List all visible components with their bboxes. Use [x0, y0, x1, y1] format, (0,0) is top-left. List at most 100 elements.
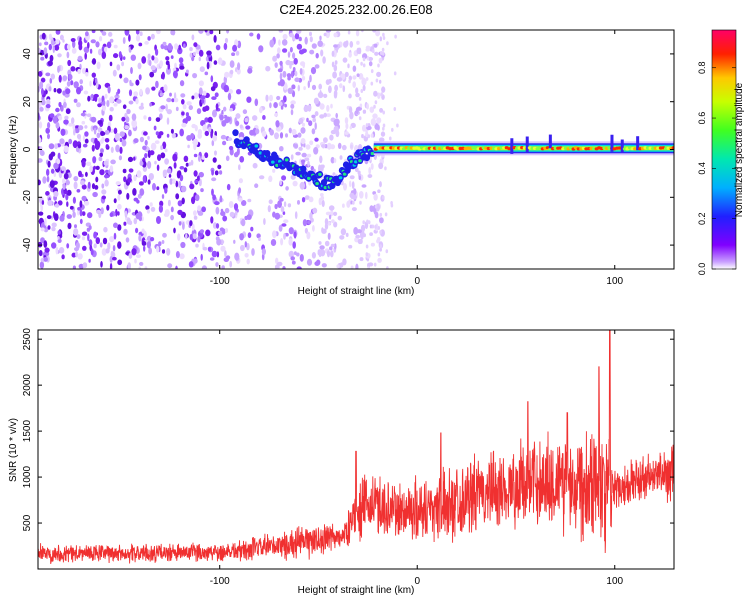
spectral-noise-mark: [127, 129, 132, 137]
spectral-noise-mark: [58, 74, 62, 83]
spectral-noise-mark: [209, 30, 214, 35]
spectral-noise-mark: [290, 256, 296, 261]
spectral-noise-mark: [159, 200, 164, 207]
spectral-noise-mark: [218, 231, 223, 236]
spectral-noise-mark: [103, 226, 108, 233]
spectral-noise-mark: [349, 175, 355, 180]
spectral-noise-mark: [294, 211, 298, 220]
spectral-noise-mark: [224, 250, 227, 258]
spectral-noise-mark: [174, 43, 179, 50]
spectral-noise-mark: [84, 125, 88, 129]
spectral-noise-mark: [65, 88, 71, 95]
spectral-noise-mark: [57, 152, 61, 160]
spectral-noise-mark: [81, 211, 86, 217]
spectral-noise-mark: [119, 73, 123, 79]
chirp-mark: [338, 176, 343, 180]
spectral-noise-mark: [155, 131, 160, 136]
spectral-noise-mark: [147, 135, 150, 140]
spectral-noise-mark: [178, 57, 184, 64]
spectral-noise-mark: [224, 71, 230, 78]
spectral-noise-mark: [258, 45, 264, 53]
spectral-noise-mark: [206, 50, 212, 56]
spectral-noise-mark: [115, 181, 121, 186]
spectral-noise-mark: [347, 30, 351, 35]
spectral-noise-mark: [308, 196, 314, 203]
chirp-mark: [271, 160, 275, 164]
spectral-noise-mark: [285, 133, 288, 138]
colorbar: 0.0 0.2 0.4 0.6 0.8 Normalized spectral ampl…: [697, 29, 745, 275]
spectral-noise-mark: [102, 100, 106, 106]
x-tick-label: 0: [414, 576, 420, 587]
spectral-noise-mark: [85, 171, 88, 177]
spectral-noise-mark: [235, 113, 241, 119]
spectral-noise-mark: [362, 53, 368, 60]
spectral-noise-mark: [151, 55, 155, 61]
spectral-noise-mark: [211, 169, 215, 176]
spectral-noise-mark: [84, 138, 89, 144]
spectral-noise-mark: [333, 125, 339, 134]
spectral-noise-mark: [64, 115, 69, 120]
spectral-noise-mark: [138, 105, 145, 110]
spectral-noise-mark: [311, 114, 316, 119]
spectral-noise-mark: [130, 67, 133, 74]
spectral-noise-mark: [319, 155, 323, 164]
spectral-noise-mark: [341, 144, 347, 151]
spectral-noise-mark: [113, 53, 119, 59]
spectral-noise-mark: [44, 41, 49, 46]
spectral-noise-mark: [355, 30, 360, 37]
spectral-noise-mark: [166, 248, 171, 256]
spectral-noise-mark: [236, 89, 242, 95]
spectral-noise-mark: [100, 261, 103, 268]
spectral-noise-mark: [165, 56, 170, 61]
spectral-noise-mark: [139, 261, 144, 266]
spectral-noise-mark: [44, 218, 47, 226]
spectral-noise-mark: [95, 41, 100, 48]
spectral-noise-mark: [349, 41, 354, 48]
spectral-noise-mark: [317, 91, 324, 99]
spectral-noise-mark: [158, 241, 162, 247]
spectral-noise-mark: [146, 241, 151, 249]
spectral-noise-mark: [39, 81, 44, 90]
spectral-noise-mark: [109, 236, 115, 243]
spectral-noise-mark: [340, 228, 347, 236]
spectral-noise-mark: [310, 67, 317, 75]
spectral-noise-mark: [102, 237, 108, 245]
spectral-noise-mark: [365, 131, 369, 138]
spectral-noise-mark: [100, 148, 104, 153]
spectral-noise-mark: [198, 80, 204, 87]
spectral-noise-mark: [42, 176, 47, 184]
spectral-noise-mark: [125, 237, 130, 243]
spectral-noise-mark: [226, 116, 231, 123]
spectral-noise-mark: [210, 86, 216, 92]
spectral-noise-mark: [386, 266, 389, 269]
spectral-noise-mark: [125, 116, 130, 123]
spectral-noise-mark: [124, 121, 127, 126]
spectral-noise-mark: [59, 138, 65, 145]
spectral-noise-mark: [333, 32, 338, 38]
spectral-noise-mark: [214, 170, 219, 176]
chirp-mark: [315, 182, 319, 186]
spectral-noise-mark: [378, 162, 384, 170]
spectral-noise-mark: [279, 146, 284, 152]
spectral-noise-mark: [200, 95, 206, 100]
spectral-noise-mark: [113, 44, 118, 49]
spectral-noise-mark: [162, 41, 167, 46]
spectral-noise-mark: [101, 189, 107, 195]
spectral-noise-mark: [157, 154, 162, 162]
spectral-noise-mark: [219, 114, 224, 121]
spectral-noise-mark: [105, 248, 110, 254]
spectral-noise-mark: [279, 72, 283, 81]
spectral-noise-mark: [359, 257, 364, 262]
spectral-noise-mark: [162, 232, 167, 238]
spectral-noise-mark: [196, 175, 200, 182]
spectral-noise-mark: [177, 209, 183, 215]
spectral-noise-mark: [337, 142, 342, 149]
spectral-noise-mark: [281, 39, 288, 46]
spectral-noise-mark: [122, 56, 126, 60]
spectral-noise-mark: [74, 128, 80, 134]
spectral-noise-mark: [372, 113, 378, 119]
spectral-noise-mark: [211, 250, 218, 258]
spectral-noise-mark: [91, 144, 95, 152]
spectral-noise-mark: [314, 137, 319, 142]
spectral-noise-mark: [358, 175, 362, 180]
